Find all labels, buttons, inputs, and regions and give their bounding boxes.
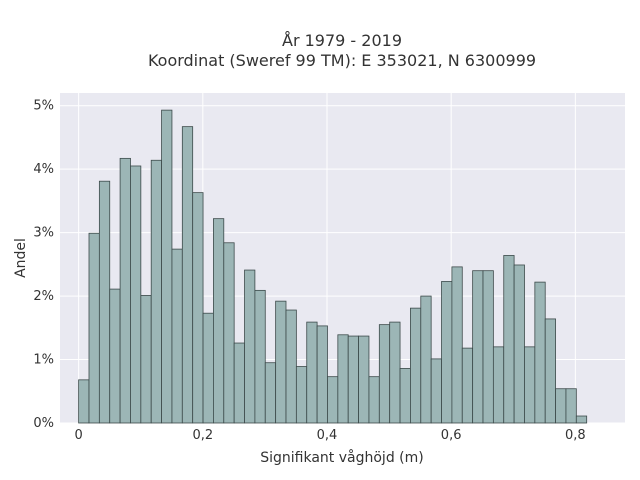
histogram-bar [399,368,411,424]
histogram-bar [275,300,287,424]
histogram-bar [441,281,453,424]
histogram-bar [420,295,432,424]
histogram-bar [171,248,183,424]
histogram-bar [503,255,515,424]
histogram-bar [130,165,142,424]
y-tick-label: 5% [33,99,54,114]
histogram-bar [555,388,567,424]
histogram-bar [368,376,380,424]
x-axis-title: Signifikant våghöjd (m) [260,449,423,466]
histogram-bar [119,157,131,424]
histogram-bar [78,379,90,424]
histogram-bar [88,232,100,424]
histogram-bar [264,362,277,424]
y-tick-label: 4% [33,162,54,177]
histogram-bar [316,325,328,424]
bars [78,109,588,424]
histogram-bar [544,318,556,424]
histogram-bar [389,321,401,424]
histogram-bar [410,307,422,424]
histogram-bar [472,270,484,424]
chart-title-line-1: År 1979 - 2019 [282,31,402,50]
histogram-bar [378,324,391,424]
histogram-bar [358,335,370,424]
y-tick-label: 1% [33,353,54,368]
histogram-bar [213,218,225,424]
histogram-bar [295,366,308,424]
x-tick-label: 0,4 [317,428,338,443]
histogram-bar [524,346,536,424]
histogram-bar [513,264,525,424]
x-tick-label: 0,6 [441,428,462,443]
histogram-bar [254,289,266,424]
histogram-bar [461,347,474,424]
histogram-bar [347,335,359,424]
histogram-bar [482,270,494,424]
histogram-bar [492,346,505,424]
histogram-bar [202,312,214,424]
histogram-bar [244,269,256,424]
histogram-bar [327,376,339,424]
histogram-bar [534,281,546,424]
y-tick-label: 3% [33,226,54,241]
x-axis-ticks: 0 0,2 0,4 0,6 0,8 [74,428,585,443]
histogram-bar [233,342,245,424]
histogram-bar [337,334,349,424]
y-axis-title: Andel [13,238,29,278]
histogram-bar [150,159,162,424]
histogram-bar [223,242,235,424]
histogram-bar [109,288,121,424]
histogram-bar [575,415,588,424]
histogram-bar [306,321,318,424]
x-tick-label: 0,2 [192,428,213,443]
histogram-bar [285,309,297,424]
y-tick-label: 0% [33,416,54,431]
chart-title-line-2: Koordinat (Sweref 99 TM): E 353021, N 63… [148,51,536,70]
histogram-bar [181,126,194,424]
x-tick-label: 0 [74,428,82,443]
histogram-bar [565,388,577,424]
histogram-bar [192,192,204,424]
y-axis-ticks: 0% 1% 2% 3% 4% 5% [33,99,54,431]
y-tick-label: 2% [33,289,54,304]
histogram-bar [430,358,442,424]
histogram-bar [98,180,111,424]
histogram-bar [161,109,173,424]
x-tick-label: 0,8 [565,428,586,443]
histogram-bar [140,295,152,424]
histogram-bar [451,266,463,424]
